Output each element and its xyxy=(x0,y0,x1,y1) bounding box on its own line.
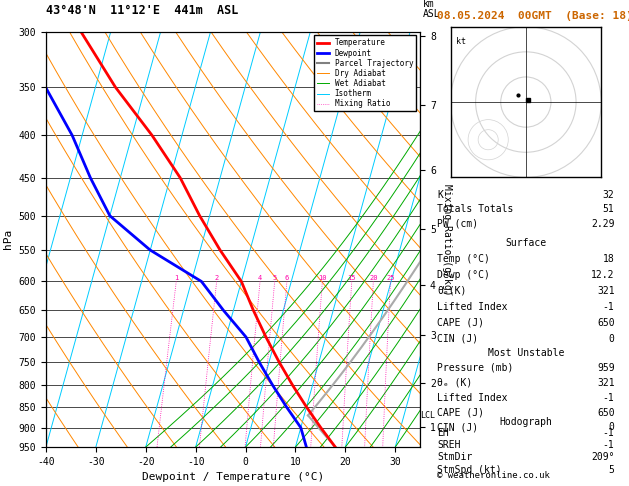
Text: Surface: Surface xyxy=(505,238,547,248)
Text: 08.05.2024  00GMT  (Base: 18): 08.05.2024 00GMT (Base: 18) xyxy=(437,11,629,21)
Text: θₑ (K): θₑ (K) xyxy=(437,378,472,388)
Text: -1: -1 xyxy=(603,393,615,402)
Text: 2.29: 2.29 xyxy=(591,219,615,229)
Text: 32: 32 xyxy=(603,190,615,200)
Text: -1: -1 xyxy=(603,440,615,451)
Text: 1: 1 xyxy=(174,276,179,281)
Text: 0: 0 xyxy=(609,422,615,433)
Text: Totals Totals: Totals Totals xyxy=(437,204,513,214)
Text: Most Unstable: Most Unstable xyxy=(487,348,564,358)
Y-axis label: hPa: hPa xyxy=(3,229,13,249)
Text: 25: 25 xyxy=(386,276,394,281)
Text: © weatheronline.co.uk: © weatheronline.co.uk xyxy=(437,471,550,480)
Text: 321: 321 xyxy=(597,286,615,296)
Text: 20: 20 xyxy=(369,276,377,281)
Text: 4: 4 xyxy=(258,276,262,281)
Text: 650: 650 xyxy=(597,408,615,417)
Text: Pressure (mb): Pressure (mb) xyxy=(437,363,513,373)
Text: Lifted Index: Lifted Index xyxy=(437,393,508,402)
Text: -1: -1 xyxy=(603,429,615,438)
Text: Lifted Index: Lifted Index xyxy=(437,302,508,312)
Text: 2: 2 xyxy=(214,276,219,281)
Text: 5: 5 xyxy=(272,276,277,281)
Text: θₑ(K): θₑ(K) xyxy=(437,286,467,296)
Text: 43°48'N  11°12'E  441m  ASL: 43°48'N 11°12'E 441m ASL xyxy=(46,4,238,17)
Text: 6: 6 xyxy=(285,276,289,281)
Text: 0: 0 xyxy=(609,334,615,344)
Text: 209°: 209° xyxy=(591,452,615,463)
X-axis label: Dewpoint / Temperature (°C): Dewpoint / Temperature (°C) xyxy=(142,472,324,483)
Text: EH: EH xyxy=(437,429,449,438)
Text: CAPE (J): CAPE (J) xyxy=(437,318,484,328)
Text: CIN (J): CIN (J) xyxy=(437,422,478,433)
Text: PW (cm): PW (cm) xyxy=(437,219,478,229)
Text: 51: 51 xyxy=(603,204,615,214)
Text: -1: -1 xyxy=(603,302,615,312)
Text: 18: 18 xyxy=(603,254,615,264)
Text: CAPE (J): CAPE (J) xyxy=(437,408,484,417)
Text: StmSpd (kt): StmSpd (kt) xyxy=(437,465,502,474)
Text: Dewp (°C): Dewp (°C) xyxy=(437,270,490,280)
Text: Hodograph: Hodograph xyxy=(499,417,552,427)
Text: 12.2: 12.2 xyxy=(591,270,615,280)
Text: LCL: LCL xyxy=(420,411,435,420)
Text: SREH: SREH xyxy=(437,440,460,451)
Text: StmDir: StmDir xyxy=(437,452,472,463)
Y-axis label: Mixing Ratio (g/kg): Mixing Ratio (g/kg) xyxy=(442,184,452,295)
Text: 650: 650 xyxy=(597,318,615,328)
Text: km
ASL: km ASL xyxy=(423,0,440,19)
Text: Temp (°C): Temp (°C) xyxy=(437,254,490,264)
Text: 15: 15 xyxy=(347,276,356,281)
Text: 10: 10 xyxy=(318,276,326,281)
Text: 321: 321 xyxy=(597,378,615,388)
Text: 5: 5 xyxy=(609,465,615,474)
Text: kt: kt xyxy=(455,37,465,46)
Text: K: K xyxy=(437,190,443,200)
Legend: Temperature, Dewpoint, Parcel Trajectory, Dry Adiabat, Wet Adiabat, Isotherm, Mi: Temperature, Dewpoint, Parcel Trajectory… xyxy=(314,35,416,111)
Text: 959: 959 xyxy=(597,363,615,373)
Text: CIN (J): CIN (J) xyxy=(437,334,478,344)
